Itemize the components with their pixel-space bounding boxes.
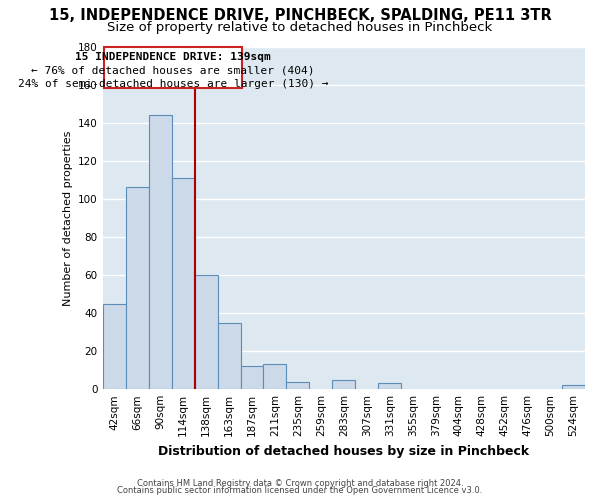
Text: Contains public sector information licensed under the Open Government Licence v3: Contains public sector information licen… (118, 486, 482, 495)
Text: Contains HM Land Registry data © Crown copyright and database right 2024.: Contains HM Land Registry data © Crown c… (137, 478, 463, 488)
FancyBboxPatch shape (104, 46, 242, 88)
Bar (379, 384, 401, 389)
Bar (332, 380, 355, 389)
Bar (218, 322, 241, 389)
Text: 15 INDEPENDENCE DRIVE: 139sqm: 15 INDEPENDENCE DRIVE: 139sqm (75, 52, 271, 62)
Text: ← 76% of detached houses are smaller (404): ← 76% of detached houses are smaller (40… (31, 66, 314, 76)
Text: 24% of semi-detached houses are larger (130) →: 24% of semi-detached houses are larger (… (17, 79, 328, 89)
Bar (194, 275, 218, 389)
Bar (172, 178, 194, 389)
X-axis label: Distribution of detached houses by size in Pinchbeck: Distribution of detached houses by size … (158, 444, 529, 458)
Y-axis label: Number of detached properties: Number of detached properties (62, 130, 73, 306)
Bar (286, 382, 310, 389)
Bar (125, 188, 149, 389)
Bar (241, 366, 263, 389)
Text: Size of property relative to detached houses in Pinchbeck: Size of property relative to detached ho… (107, 21, 493, 34)
Bar (103, 304, 125, 389)
Bar (263, 364, 286, 389)
Text: 15, INDEPENDENCE DRIVE, PINCHBECK, SPALDING, PE11 3TR: 15, INDEPENDENCE DRIVE, PINCHBECK, SPALD… (49, 8, 551, 22)
Bar (562, 386, 585, 389)
Bar (149, 115, 172, 389)
